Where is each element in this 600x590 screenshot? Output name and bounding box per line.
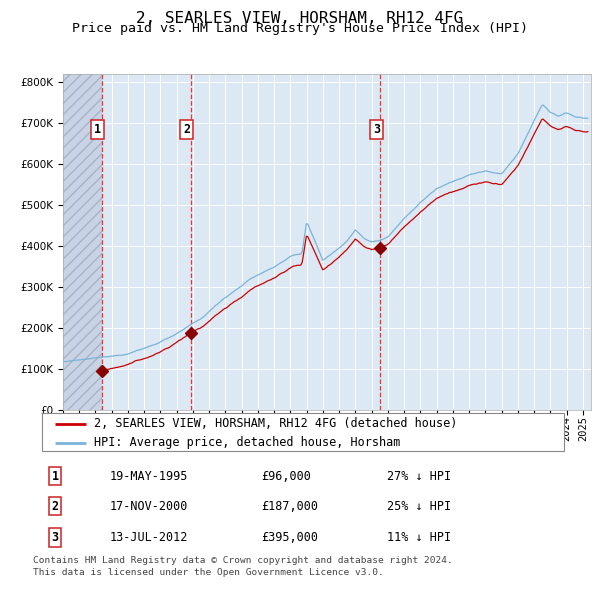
Text: £395,000: £395,000 <box>261 531 318 544</box>
Text: 13-JUL-2012: 13-JUL-2012 <box>110 531 188 544</box>
Text: 2: 2 <box>184 123 191 136</box>
Text: 17-NOV-2000: 17-NOV-2000 <box>110 500 188 513</box>
Text: £187,000: £187,000 <box>261 500 318 513</box>
Text: 19-MAY-1995: 19-MAY-1995 <box>110 470 188 483</box>
Text: 27% ↓ HPI: 27% ↓ HPI <box>386 470 451 483</box>
Text: 11% ↓ HPI: 11% ↓ HPI <box>386 531 451 544</box>
Text: Contains HM Land Registry data © Crown copyright and database right 2024.: Contains HM Land Registry data © Crown c… <box>33 556 453 565</box>
Text: 1: 1 <box>94 123 101 136</box>
Text: 2, SEARLES VIEW, HORSHAM, RH12 4FG (detached house): 2, SEARLES VIEW, HORSHAM, RH12 4FG (deta… <box>94 417 458 430</box>
Text: This data is licensed under the Open Government Licence v3.0.: This data is licensed under the Open Gov… <box>33 568 384 576</box>
Text: 3: 3 <box>373 123 380 136</box>
Text: £96,000: £96,000 <box>261 470 311 483</box>
Text: 2, SEARLES VIEW, HORSHAM, RH12 4FG: 2, SEARLES VIEW, HORSHAM, RH12 4FG <box>136 11 464 25</box>
Text: Price paid vs. HM Land Registry's House Price Index (HPI): Price paid vs. HM Land Registry's House … <box>72 22 528 35</box>
Text: 25% ↓ HPI: 25% ↓ HPI <box>386 500 451 513</box>
FancyBboxPatch shape <box>42 413 564 451</box>
Text: 2: 2 <box>52 500 59 513</box>
Text: 3: 3 <box>52 531 59 544</box>
Text: HPI: Average price, detached house, Horsham: HPI: Average price, detached house, Hors… <box>94 437 401 450</box>
Text: 1: 1 <box>52 470 59 483</box>
